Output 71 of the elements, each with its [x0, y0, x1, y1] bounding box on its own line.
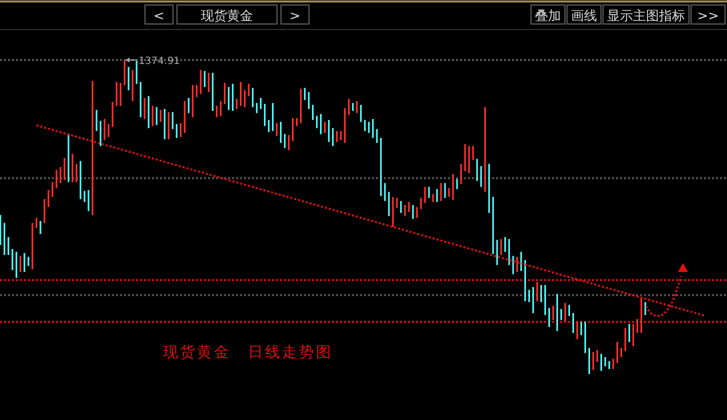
candlestick: [176, 124, 178, 138]
candlestick: [20, 255, 22, 272]
candlestick: [476, 158, 478, 182]
candlestick: [60, 166, 62, 184]
candlestick: [220, 100, 222, 116]
candlestick: [280, 121, 282, 144]
candlestick: [424, 186, 426, 204]
candlestick: [12, 248, 14, 271]
candlestick: [52, 182, 54, 198]
candlestick: [308, 92, 310, 110]
candlestick: [24, 252, 26, 272]
chart-title: 现货黄金: [201, 9, 253, 24]
candlestick: [332, 128, 334, 147]
candlestick: [540, 284, 542, 303]
candlestick: [240, 81, 242, 106]
candlestick: [312, 104, 314, 120]
candlestick: [136, 60, 138, 84]
candlestick: [44, 198, 46, 224]
candlestick: [348, 98, 350, 116]
text: >: [290, 9, 300, 24]
candlestick: [384, 182, 386, 202]
annotation: 现货黄金 日线走势图: [163, 343, 333, 361]
candlestick: [48, 189, 50, 208]
annotation: 1374.91: [138, 56, 180, 67]
candlestick: [600, 353, 602, 372]
candlestick: [8, 236, 10, 256]
candlestick: [504, 236, 506, 252]
text: >>: [697, 9, 719, 24]
candlestick: [96, 109, 98, 132]
candlestick: [560, 309, 562, 320]
candlestick: [264, 103, 266, 126]
candlestick: [624, 328, 626, 352]
candlestick: [636, 318, 638, 334]
text: 显示主图指标: [607, 8, 685, 24]
candlestick: [276, 122, 278, 136]
candlestick: [152, 105, 154, 126]
candlestick: [224, 82, 226, 104]
candlestick: [172, 112, 174, 130]
candlestick: [244, 90, 246, 108]
candlestick: [288, 134, 290, 151]
candlestick: [360, 104, 362, 122]
candlestick: [536, 282, 538, 302]
candlestick: [572, 312, 574, 334]
candlestick: [412, 204, 414, 220]
candlestick: [632, 324, 634, 347]
candlestick: [328, 119, 330, 142]
candlestick: [200, 70, 202, 94]
candlestick: [284, 134, 286, 148]
candlestick: [104, 118, 106, 141]
candlestick: [592, 352, 594, 370]
candlestick: [40, 220, 42, 234]
candlestick: [372, 118, 374, 138]
candlestick: [500, 238, 502, 256]
candlestick: [292, 118, 294, 142]
candlestick: [472, 146, 474, 160]
candlestick: [548, 308, 550, 328]
candlestick: [480, 166, 482, 188]
candlestick: [628, 324, 630, 342]
candlestick: [552, 305, 554, 320]
candlestick: [180, 122, 182, 138]
candlestick: [564, 302, 566, 322]
candlestick: [228, 86, 230, 110]
candlestick: [320, 114, 322, 135]
candlestick: [156, 106, 158, 126]
candlestick: [108, 124, 110, 138]
candlestick: [376, 128, 378, 144]
text: <: [154, 9, 164, 24]
text: 叠加: [535, 9, 561, 24]
text: 画线: [571, 9, 597, 24]
candlestick: [116, 81, 118, 106]
candlestick: [120, 82, 122, 106]
